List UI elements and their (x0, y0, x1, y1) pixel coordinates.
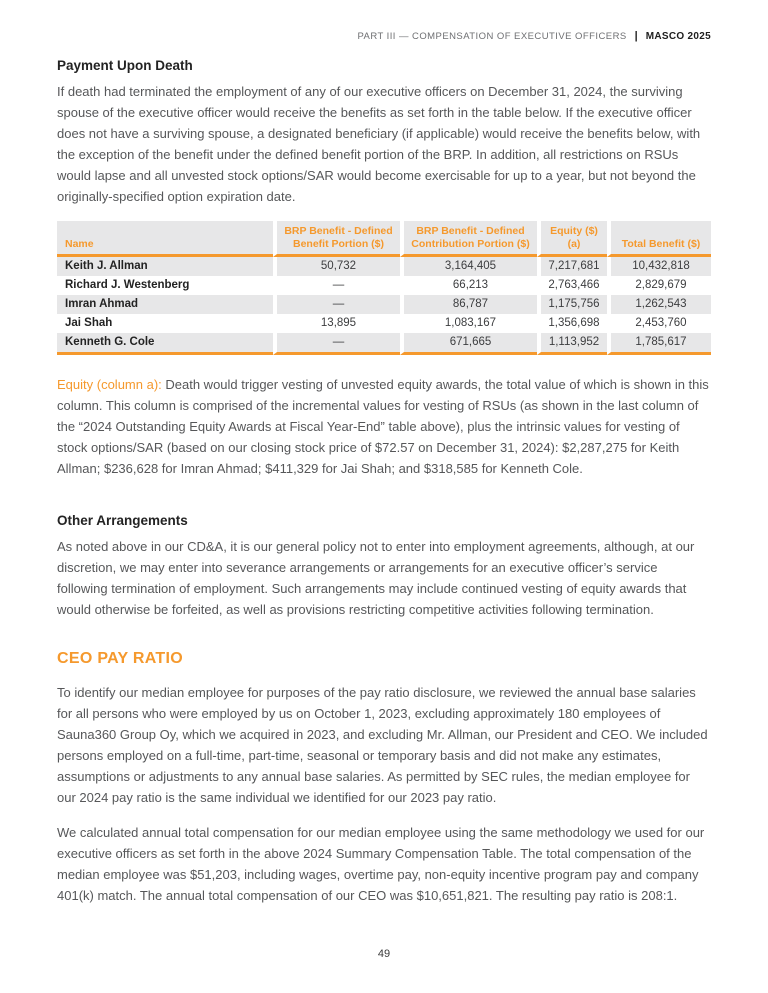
cell-brp-db: 50,732 (273, 257, 400, 276)
equity-footnote-body: Death would trigger vesting of unvested … (57, 377, 709, 476)
death-benefits-table: Name BRP Benefit - Defined Benefit Porti… (57, 221, 711, 355)
cell-total: 1,785,617 (607, 333, 711, 355)
cell-brp-dc: 3,164,405 (400, 257, 537, 276)
column-header-total-benefit: Total Benefit ($) (607, 221, 711, 257)
column-header-name: Name (57, 221, 273, 257)
page-content: Payment Upon Death If death had terminat… (57, 58, 711, 920)
other-arrangements-heading: Other Arrangements (57, 513, 188, 528)
cell-total: 2,453,760 (607, 314, 711, 333)
ceo-pay-ratio-paragraph-1: To identify our median employee for purp… (57, 685, 708, 805)
cell-equity: 1,113,952 (537, 333, 607, 355)
running-header-divider: | (634, 30, 638, 42)
cell-brp-dc: 86,787 (400, 295, 537, 314)
table-header-row: Name BRP Benefit - Defined Benefit Porti… (57, 221, 711, 257)
ceo-pay-ratio-heading: CEO PAY RATIO (57, 650, 184, 667)
payment-upon-death-paragraph: If death had terminated the employment o… (57, 84, 701, 204)
page-number: 49 (377, 948, 391, 960)
cell-equity: 1,356,698 (537, 314, 607, 333)
column-header-equity: Equity ($) (a) (537, 221, 607, 257)
other-arrangements-paragraph: As noted above in our CD&A, it is our ge… (57, 539, 695, 617)
cell-name: Keith J. Allman (57, 257, 273, 276)
running-header: PART III — COMPENSATION OF EXECUTIVE OFF… (357, 30, 711, 42)
ceo-pay-ratio-paragraph-2: We calculated annual total compensation … (57, 825, 705, 903)
payment-upon-death-heading: Payment Upon Death (57, 58, 193, 73)
column-header-brp-defined-benefit: BRP Benefit - Defined Benefit Portion ($… (273, 221, 400, 257)
cell-name: Imran Ahmad (57, 295, 273, 314)
table-row: Keith J. Allman 50,732 3,164,405 7,217,6… (57, 257, 711, 276)
cell-total: 1,262,543 (607, 295, 711, 314)
running-header-brand: MASCO 2025 (645, 30, 711, 42)
cell-equity: 7,217,681 (537, 257, 607, 276)
cell-brp-db: — (273, 295, 400, 314)
cell-name: Kenneth G. Cole (57, 333, 273, 355)
cell-brp-db: 13,895 (273, 314, 400, 333)
cell-brp-dc: 66,213 (400, 276, 537, 295)
table-row: Kenneth G. Cole — 671,665 1,113,952 1,78… (57, 333, 711, 355)
table-row: Jai Shah 13,895 1,083,167 1,356,698 2,45… (57, 314, 711, 333)
table-row: Imran Ahmad — 86,787 1,175,756 1,262,543 (57, 295, 711, 314)
cell-total: 2,829,679 (607, 276, 711, 295)
running-header-section: PART III — COMPENSATION OF EXECUTIVE OFF… (357, 30, 627, 42)
column-header-brp-defined-contribution: BRP Benefit - Defined Contribution Porti… (400, 221, 537, 257)
cell-brp-db: — (273, 276, 400, 295)
cell-equity: 2,763,466 (537, 276, 607, 295)
cell-brp-dc: 1,083,167 (400, 314, 537, 333)
equity-footnote-lead: Equity (column a): (57, 377, 162, 392)
table-row: Richard J. Westenberg — 66,213 2,763,466… (57, 276, 711, 295)
cell-total: 10,432,818 (607, 257, 711, 276)
cell-equity: 1,175,756 (537, 295, 607, 314)
cell-name: Jai Shah (57, 314, 273, 333)
cell-brp-dc: 671,665 (400, 333, 537, 355)
cell-name: Richard J. Westenberg (57, 276, 273, 295)
cell-brp-db: — (273, 333, 400, 355)
equity-footnote: Equity (column a): Death would trigger v… (57, 374, 711, 479)
